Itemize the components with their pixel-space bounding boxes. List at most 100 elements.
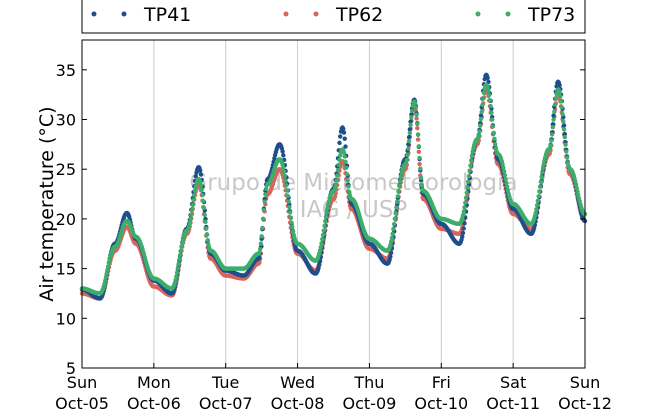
data-point [192,192,197,198]
data-point [552,109,557,115]
data-point [492,136,497,142]
data-point [407,127,413,132]
data-point [409,108,415,113]
y-axis-label: Air temperature (°C) [36,106,58,301]
data-point [533,210,538,216]
legend: TP41 TP62 TP73 [81,0,586,34]
data-point [478,123,483,128]
data-point [559,105,564,110]
data-point [414,116,419,121]
series-TP73 [79,82,588,296]
data-point [408,119,413,124]
data-point [322,223,327,229]
data-point [177,257,182,262]
data-point [287,204,292,210]
legend-label: TP41 [143,4,191,26]
data-point [492,141,498,147]
data-point [415,121,420,127]
data-point [464,190,469,195]
data-point [465,184,470,190]
data-point [553,96,559,101]
data-point [193,174,198,179]
data-point [469,158,474,163]
data-point [176,261,181,267]
data-point [325,206,330,211]
data-point [321,228,326,233]
data-point [396,188,401,194]
y-tick-label: 10 [56,309,76,328]
data-point [320,232,326,238]
data-point [397,178,403,184]
data-point [343,159,348,164]
y-tick-label: 35 [56,61,76,80]
data-point [206,242,211,247]
data-point [557,90,562,95]
data-point [552,102,558,107]
data-point [537,189,542,194]
data-point [558,94,563,99]
data-point [103,278,108,283]
data-point [338,153,343,158]
data-point [317,262,322,268]
data-point [105,267,110,273]
data-point [561,123,567,128]
data-point [391,221,397,227]
data-point [260,225,265,231]
data-point [558,99,564,104]
data-point [286,199,291,204]
data-point [557,82,562,88]
data-point [460,234,465,239]
x-tick-date-label: Oct-08 [271,394,325,409]
data-point [335,173,340,178]
data-point [285,193,291,199]
data-point [281,165,286,171]
data-point [257,260,262,265]
data-point [470,149,475,154]
data-point [549,132,555,137]
data-point [563,142,568,147]
data-point [415,137,421,142]
data-point [536,194,541,199]
data-point [392,216,398,221]
data-point [347,189,352,194]
legend-marker [91,11,97,17]
data-point [461,226,466,231]
data-point [489,110,494,115]
data-point [288,215,294,220]
data-point [189,207,195,213]
data-point [200,192,205,198]
data-point [535,198,541,204]
data-point [190,202,195,208]
data-point [549,138,554,143]
data-point [477,129,482,134]
data-point [417,161,422,167]
data-point [257,246,263,252]
data-point [405,152,410,158]
data-point [460,212,466,218]
data-point [198,182,204,188]
y-tick-label: 30 [56,111,76,130]
data-point [466,179,471,184]
data-point [180,240,185,245]
data-point [202,212,207,218]
data-point [333,182,338,188]
x-axis-ticks: Sun Oct-05 Mon Oct-06 Tue Oct-07 Wed Oct-08 Thu O… [55,363,612,413]
data-point [487,97,493,103]
data-point [501,165,506,171]
data-point [504,184,510,190]
data-point [564,155,570,160]
data-point [478,113,484,118]
data-point [290,225,295,230]
data-point [287,210,293,215]
data-point [388,250,394,256]
x-tick-date-label: Oct-06 [127,394,181,409]
data-point [189,212,194,218]
data-point [205,238,210,243]
plot-frame [81,39,586,369]
data-point [103,275,109,280]
data-point [344,165,349,170]
data-point [393,210,398,216]
data-point [203,219,208,225]
data-point [174,274,179,279]
x-tick-date-label: Oct-09 [343,394,397,409]
